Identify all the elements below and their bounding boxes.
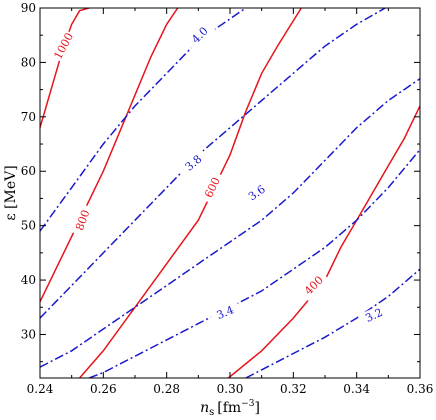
contour-label-background xyxy=(177,148,210,179)
x-tick-label: 0.36 xyxy=(407,382,434,396)
contour-label-background xyxy=(50,29,77,63)
y-tick-label: 60 xyxy=(21,164,36,178)
x-axis-label: ns [fm−3] xyxy=(200,399,260,418)
x-tick-label: 0.28 xyxy=(153,382,180,396)
x-tick-label: 0.34 xyxy=(343,382,370,396)
contour-label-background xyxy=(199,171,226,205)
y-tick-label: 50 xyxy=(21,219,36,233)
contour-line-blue-4 xyxy=(40,8,247,232)
contour-line-blue-7 xyxy=(88,149,420,378)
contour-line-blue-6 xyxy=(40,78,420,368)
contour-label-background xyxy=(357,302,391,329)
plot-frame xyxy=(39,7,421,379)
contour-label-background xyxy=(240,178,274,208)
y-tick-label: 90 xyxy=(21,1,36,15)
y-tick-label: 80 xyxy=(21,55,36,69)
x-tick-label: 0.24 xyxy=(27,382,54,396)
x-tick-label: 0.30 xyxy=(217,382,244,396)
y-axis-label: ε [MeV] xyxy=(3,165,19,220)
contour-line-red-1 xyxy=(40,8,179,303)
contour-line-red-3 xyxy=(227,105,420,378)
x-tick-label: 0.32 xyxy=(280,382,307,396)
contour-line-red-0 xyxy=(40,8,90,128)
contour-line-blue-5 xyxy=(40,8,386,319)
axes: 0.24 0.26 0.28 0.30 0.32 0.34 0.36 30 40 50 60 70 80… xyxy=(21,1,434,396)
contour-label-background xyxy=(298,269,330,302)
contour-label-background xyxy=(208,300,242,325)
contour-line-blue-8 xyxy=(245,268,420,378)
x-tick-label: 0.26 xyxy=(90,382,117,396)
contour-label-blue: 3.4 xyxy=(215,303,236,322)
y-tick-label: 40 xyxy=(21,273,36,287)
contour-label-background xyxy=(71,203,95,237)
contour-label-red: 1000 xyxy=(51,31,76,62)
contour-label-red: 800 xyxy=(73,208,92,232)
y-tick-label: 70 xyxy=(21,110,36,124)
contour-label-background xyxy=(184,19,216,51)
y-tick-label: 30 xyxy=(21,327,36,341)
